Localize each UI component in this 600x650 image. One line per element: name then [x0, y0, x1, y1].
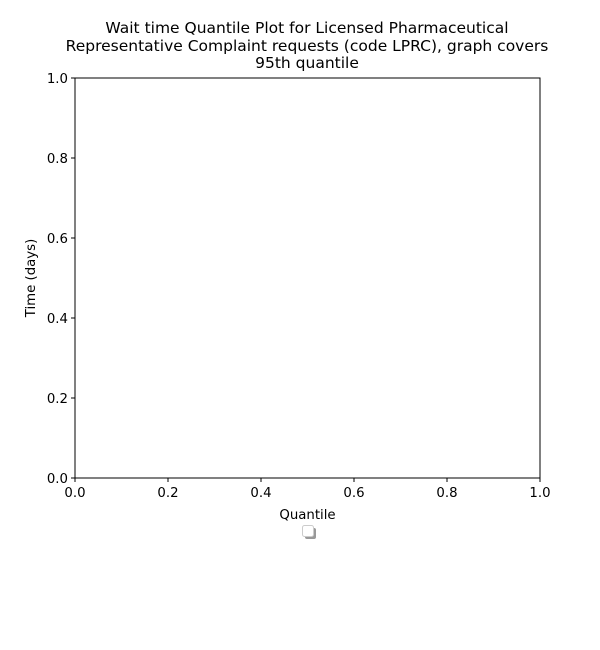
chart-title: Wait time Quantile Plot for Licensed Pha… — [0, 19, 600, 73]
legend-box — [302, 525, 314, 537]
legend — [302, 525, 316, 539]
y-axis-ticks: 0.0 0.2 0.4 0.6 0.8 1.0 — [47, 72, 75, 487]
x-tick-label: 1.0 — [529, 486, 550, 501]
y-tick-label: 0.6 — [47, 232, 68, 247]
x-tick-label: 0.2 — [157, 486, 178, 501]
chart-title-line-2: Representative Complaint requests (code … — [65, 36, 549, 55]
x-axis-label: Quantile — [279, 508, 335, 523]
chart-title-line-1: Wait time Quantile Plot for Licensed Pha… — [105, 19, 509, 37]
y-tick-label: 0.2 — [47, 392, 68, 407]
plot-area — [74, 77, 541, 479]
y-tick-label: 1.0 — [47, 72, 68, 87]
x-tick-label: 0.6 — [343, 486, 364, 501]
x-axis-ticks: 0.0 0.2 0.4 0.6 0.8 1.0 — [64, 478, 551, 501]
chart-title-line-3: 95th quantile — [255, 54, 359, 72]
x-tick-label: 0.0 — [64, 486, 85, 501]
x-tick-label: 0.8 — [436, 486, 457, 501]
y-tick-label: 0.4 — [47, 312, 68, 327]
y-tick-label: 0.8 — [47, 152, 68, 167]
y-axis-label: Time (days) — [24, 239, 39, 319]
x-tick-label: 0.4 — [250, 486, 271, 501]
y-tick-label: 0.0 — [47, 472, 68, 487]
